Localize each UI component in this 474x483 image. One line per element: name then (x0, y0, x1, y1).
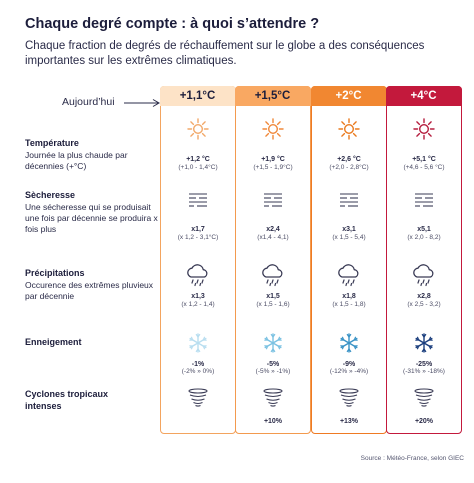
row-title: Enneigement (25, 337, 82, 347)
precipitation-value: x1,3 (191, 293, 205, 300)
temperature-range: (+1,0 - 1,4°C) (178, 164, 218, 171)
sun-icon (338, 118, 360, 145)
scenario-column: +2°C +2,6 °C (+2,0 - 2,8°C) x3,1 (x 1,5 - 5… (310, 85, 387, 434)
snowflake-icon (262, 332, 284, 359)
row-desc: Occurence des extrêmes pluvieux par déce… (25, 280, 154, 301)
precipitation-range: (x 1,2 - 1,4) (181, 301, 215, 308)
temperature-value: +1,9 °C (261, 156, 285, 163)
row-title: Température (25, 138, 79, 148)
row-desc: Journée la plus chaude par décennies (+°… (25, 150, 128, 171)
cyclone-icon (338, 388, 360, 413)
row-label-snow: Enneigement (25, 336, 165, 348)
snow-value: -1% (191, 361, 205, 368)
row-label-drought: Sècheresse Une sécheresse qui se produis… (25, 189, 165, 235)
temperature-range: (+1,5 - 1,9°C) (253, 164, 293, 171)
snow-range: (-2% » 0%) (181, 368, 215, 375)
temperature-value: +2,6 °C (337, 156, 361, 163)
temperature-value: +1,2 °C (186, 156, 210, 163)
scenario-header: +2°C (310, 85, 387, 106)
snow-value: -9% (342, 361, 356, 368)
cyclones-value: +13% (339, 418, 359, 425)
sun-icon (262, 118, 284, 145)
scenario-header: +1,5°C (234, 85, 311, 106)
snow-range: (-5% » -1%) (255, 368, 291, 375)
cyclones-value: +20% (414, 418, 434, 425)
temperature-value: +5,1 °C (412, 156, 436, 163)
scenario-column: +4°C +5,1 °C (+4,6 - 5,6 °C) x5,1 (x 2,0 - … (385, 85, 462, 434)
row-label-precipitation: Précipitations Occurence des extrêmes pl… (25, 267, 165, 302)
drought-lines-icon (187, 192, 209, 215)
today-arrow-icon (124, 99, 160, 107)
drought-range: (x1,4 - 4,1) (257, 234, 289, 241)
drought-range: (x 1,2 - 3,1°C) (177, 234, 219, 241)
source-note: Source : Météo-France, selon GIEC (360, 455, 464, 462)
temperature-range: (+2,0 - 2,8°C) (329, 164, 369, 171)
cyclones-value: +10% (263, 418, 283, 425)
rain-cloud-icon (260, 263, 286, 292)
rain-cloud-icon (411, 263, 437, 292)
row-label-cyclones: Cyclones tropicaux intenses (25, 388, 135, 412)
drought-range: (x 1,5 - 5,4) (332, 234, 366, 241)
sun-icon (413, 118, 435, 145)
snow-range: (-31% » -18%) (403, 368, 445, 375)
precipitation-value: x2,8 (417, 293, 431, 300)
precipitation-range: (x 1,5 - 1,6) (256, 301, 290, 308)
drought-range: (x 2,0 - 8,2) (407, 234, 441, 241)
row-title: Précipitations (25, 268, 85, 278)
scenario-header: +4°C (385, 85, 462, 106)
snowflake-icon (187, 332, 209, 359)
drought-lines-icon (338, 192, 360, 215)
scenario-column: +1,1°C +1,2 °C (+1,0 - 1,4°C) x1,7 (x 1,2 -… (159, 85, 236, 434)
precipitation-range: (x 1,5 - 1,8) (332, 301, 366, 308)
row-title: Cyclones tropicaux intenses (25, 389, 109, 411)
cyclone-icon (187, 388, 209, 413)
today-label: Aujourd’hui (62, 96, 115, 108)
scenario-header: +1,1°C (159, 85, 236, 106)
precipitation-value: x1,8 (342, 293, 356, 300)
scenario-column: +1,5°C +1,9 °C (+1,5 - 1,9°C) x2,4 (x1,4 - … (234, 85, 311, 434)
drought-value: x2,4 (266, 226, 280, 233)
snowflake-icon (413, 332, 435, 359)
page-title: Chaque degré compte : à quoi s’attendre … (25, 16, 320, 32)
row-label-temperature: Température Journée la plus chaude par d… (25, 137, 165, 172)
drought-value: x5,1 (417, 226, 431, 233)
snow-value: -5% (266, 361, 280, 368)
drought-lines-icon (262, 192, 284, 215)
snow-value: -25% (415, 361, 433, 368)
temperature-range: (+4,6 - 5,6 °C) (403, 164, 445, 171)
drought-value: x3,1 (342, 226, 356, 233)
page-subtitle: Chaque fraction de degrés de réchauffeme… (25, 40, 425, 67)
precipitation-value: x1,5 (266, 293, 280, 300)
cyclone-icon (262, 388, 284, 413)
snow-range: (-12% » -4%) (329, 368, 369, 375)
snowflake-icon (338, 332, 360, 359)
row-title: Sècheresse (25, 190, 76, 200)
drought-lines-icon (413, 192, 435, 215)
cyclone-icon (413, 388, 435, 413)
drought-value: x1,7 (191, 226, 205, 233)
rain-cloud-icon (336, 263, 362, 292)
precipitation-range: (x 2,5 - 3,2) (407, 301, 441, 308)
sun-icon (187, 118, 209, 145)
row-desc: Une sécheresse qui se produisait une foi… (25, 202, 158, 234)
rain-cloud-icon (185, 263, 211, 292)
